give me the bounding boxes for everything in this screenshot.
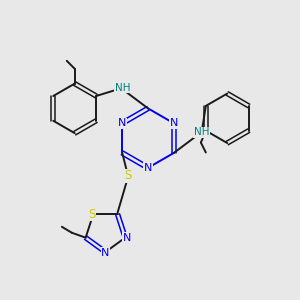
Text: NH: NH [115,82,130,93]
Text: N: N [123,233,131,243]
Text: S: S [124,169,132,182]
Text: N: N [101,248,110,258]
Text: N: N [118,118,127,128]
Text: NH: NH [194,127,209,137]
Text: N: N [169,118,178,128]
Text: S: S [88,208,96,221]
Text: N: N [144,163,152,173]
